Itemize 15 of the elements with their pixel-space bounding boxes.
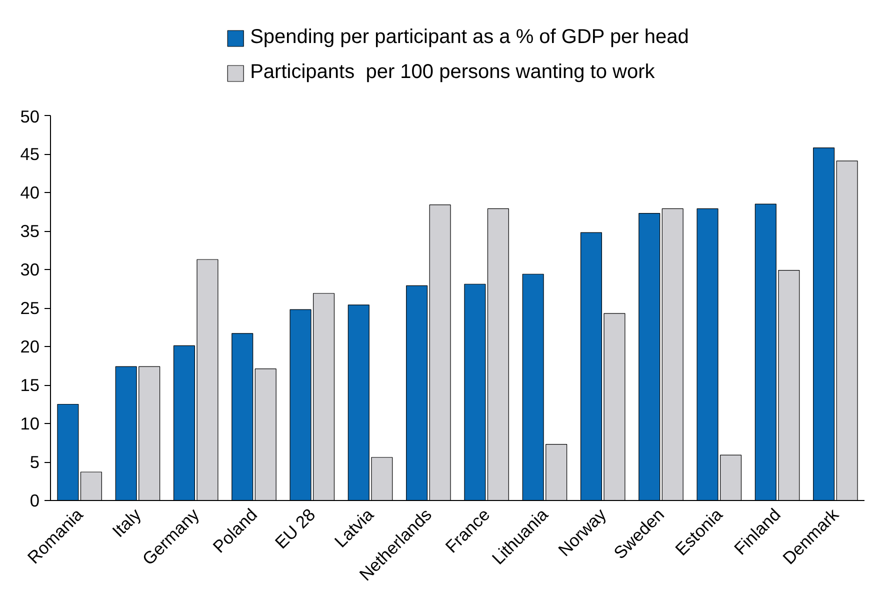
y-tick-label: 0 (30, 490, 40, 510)
y-tick-label: 45 (20, 144, 40, 164)
legend-label: Spending per participant as a % of GDP per head (250, 26, 689, 49)
y-tick-label: 35 (20, 221, 40, 241)
legend-label: Participants per 100 persons wanting to work (250, 61, 655, 84)
y-tick-label: 50 (20, 106, 40, 126)
y-tick-label: 15 (20, 375, 40, 395)
y-tick-label: 30 (20, 260, 40, 280)
y-tick-label: 20 (20, 336, 40, 356)
y-tick-label: 40 (20, 182, 40, 202)
x-tick-label: EU 28 (271, 504, 320, 553)
y-tick-label: 25 (20, 298, 40, 318)
x-tick-label: Italy (108, 504, 146, 542)
y-tick-label: 10 (20, 414, 40, 434)
y-tick-label: 5 (30, 452, 40, 472)
